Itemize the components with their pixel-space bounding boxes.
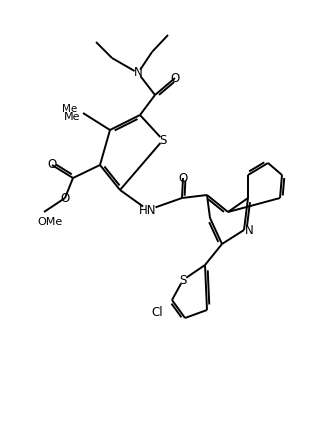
Text: S: S — [179, 273, 187, 287]
Text: Me: Me — [63, 112, 80, 122]
Text: Me: Me — [62, 104, 77, 114]
Text: O: O — [60, 191, 70, 205]
Text: N: N — [134, 67, 142, 79]
Text: N: N — [245, 224, 253, 236]
Text: S: S — [159, 134, 167, 146]
Text: HN: HN — [139, 203, 157, 217]
Text: O: O — [170, 71, 180, 85]
Text: O: O — [47, 158, 57, 172]
Text: O: O — [178, 172, 188, 184]
Text: OMe: OMe — [37, 217, 62, 227]
Text: Cl: Cl — [151, 306, 163, 318]
